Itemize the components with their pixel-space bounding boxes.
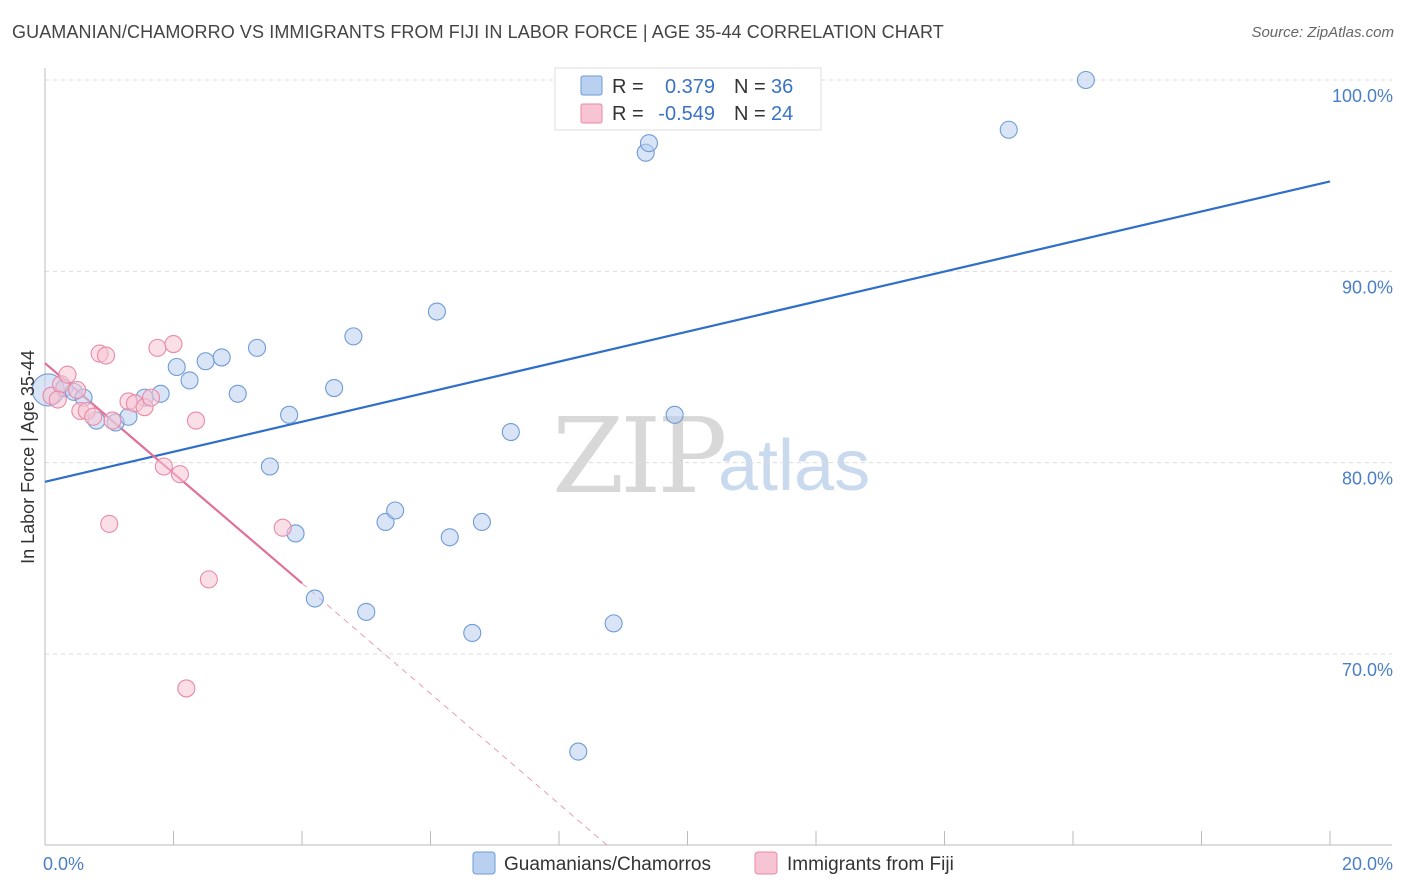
data-point — [68, 380, 87, 400]
legend-n-value: 24 — [771, 103, 793, 125]
bottom-legend-swatch-pink — [754, 851, 778, 875]
data-point — [100, 514, 119, 533]
data-point — [96, 346, 116, 365]
data-point — [569, 742, 588, 761]
data-point — [148, 338, 167, 357]
data-point — [177, 679, 196, 698]
data-point — [58, 365, 77, 384]
chart-title: GUAMANIAN/CHAMORRO VS IMMIGRANTS FROM FI… — [12, 22, 944, 42]
trend-line-fiji-extension — [301, 582, 608, 846]
data-point — [260, 457, 279, 476]
data-point — [463, 623, 482, 643]
y-tick-label: 70.0% — [1342, 660, 1393, 680]
data-point — [665, 405, 684, 424]
y-tick-label: 90.0% — [1342, 277, 1393, 297]
legend-swatch-pink — [580, 103, 603, 124]
data-point — [427, 302, 446, 321]
y-tick-label: 100.0% — [1332, 86, 1393, 106]
data-point — [280, 405, 299, 424]
data-point — [48, 390, 67, 409]
source-credit: Source: ZipAtlas.com — [1251, 24, 1394, 41]
legend-r-label: R = — [612, 103, 644, 125]
data-point — [164, 334, 183, 354]
data-point — [167, 357, 186, 377]
data-point — [1076, 70, 1095, 90]
data-point — [228, 384, 247, 403]
data-point — [196, 352, 215, 371]
data-point — [501, 423, 520, 442]
legend-n-label: N = — [734, 76, 766, 98]
axes — [44, 68, 1392, 846]
x-tick-label: 20.0% — [1342, 854, 1393, 874]
watermark-zip: ZIP — [552, 395, 724, 517]
data-point — [472, 512, 491, 532]
data-point — [999, 120, 1018, 139]
data-point — [186, 411, 206, 430]
data-point — [604, 614, 623, 633]
trend-line-guamanians — [44, 180, 1331, 483]
legend-n-value: 36 — [771, 76, 793, 98]
data-point — [386, 501, 405, 520]
data-point — [325, 378, 344, 398]
data-point — [103, 411, 122, 430]
legend-n-label: N = — [734, 103, 766, 125]
data-point — [440, 528, 459, 547]
data-point — [344, 327, 363, 346]
series-legend: Guamanians/Chamorros Immigrants from Fij… — [472, 851, 954, 875]
bottom-legend-label: Immigrants from Fiji — [787, 854, 954, 875]
data-point — [180, 371, 199, 390]
x-tick-labels: 0.0% 20.0% — [43, 854, 1393, 874]
series-fiji-points — [42, 334, 292, 698]
data-point — [357, 602, 376, 621]
legend-swatch-blue — [580, 75, 603, 96]
gridlines — [45, 79, 1392, 655]
data-point — [639, 134, 659, 153]
x-tick-label: 0.0% — [43, 854, 84, 874]
bottom-legend-label: Guamanians/Chamorros — [504, 854, 711, 875]
y-tick-label: 80.0% — [1342, 469, 1393, 489]
legend-r-value: -0.549 — [658, 103, 715, 125]
data-point — [273, 518, 292, 537]
data-point — [305, 589, 324, 608]
watermark: ZIP atlas — [552, 395, 870, 517]
watermark-atlas: atlas — [718, 426, 870, 506]
correlation-legend: R = 0.379 N = 36 R = -0.549 N = 24 — [554, 67, 822, 131]
bottom-legend-swatch-blue — [472, 851, 496, 875]
data-point — [247, 338, 267, 357]
data-point — [154, 457, 173, 476]
data-point — [199, 570, 218, 589]
legend-r-value: 0.379 — [665, 76, 715, 98]
data-point — [141, 388, 161, 407]
y-axis-title: In Labor Force | Age 35-44 — [18, 350, 38, 564]
legend-r-label: R = — [612, 76, 644, 98]
data-point — [170, 465, 189, 484]
data-point — [84, 407, 103, 426]
data-point — [212, 348, 231, 367]
y-tick-labels: 100.0% 90.0% 80.0% 70.0% — [1332, 86, 1393, 680]
